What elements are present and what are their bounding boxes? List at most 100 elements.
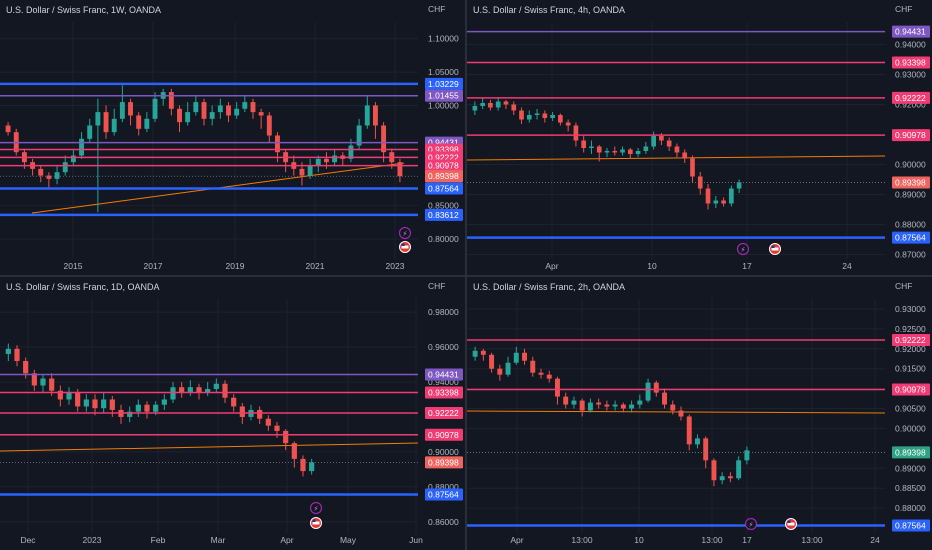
y-tick-label: 0.98000 <box>428 307 459 317</box>
candle-body <box>546 374 552 379</box>
chart-title-4h: U.S. Dollar / Swiss Franc, 4h, OANDA <box>473 5 626 15</box>
y-tick-label: 1.05000 <box>428 67 459 77</box>
candle-body <box>299 168 305 176</box>
flag-canton <box>312 519 316 522</box>
level-label-box <box>425 208 463 221</box>
candle-body <box>95 112 101 126</box>
candle-body <box>75 392 81 407</box>
x-tick-label: 10 <box>634 535 644 545</box>
daily-chart-svg[interactable]: CHF0.980000.960000.940000.900000.880000.… <box>0 277 465 550</box>
candle-body <box>144 404 150 412</box>
candle-body <box>719 476 725 481</box>
4h-chart-svg[interactable]: CHF 0.94000 0.93000 0.92000 0.90000 0.89000 0.… <box>467 0 932 275</box>
candle-body <box>170 387 176 400</box>
candle-body <box>250 102 256 113</box>
y-tick-label: 0.94000 <box>895 40 926 50</box>
chart-pane-weekly[interactable]: CHF 1.10000 1.05000 1.00000 0.85000 0.80000 1.… <box>0 0 465 275</box>
y-tick-label: 0.91500 <box>895 364 926 374</box>
candle-body <box>612 151 618 153</box>
candle-body <box>620 404 626 409</box>
candle-body <box>530 360 536 373</box>
2h-chart-svg[interactable]: CHF0.930000.925000.920000.915000.910000.… <box>467 277 932 550</box>
x-tick-label: 2019 <box>226 261 245 271</box>
level-label: 0.94431 <box>428 138 459 148</box>
level-label-box <box>425 159 463 172</box>
candle-body <box>604 404 610 407</box>
candle-body <box>275 135 280 153</box>
candle-body <box>571 400 577 405</box>
candle-body <box>627 149 633 154</box>
x-tick-label: 17 <box>742 261 752 271</box>
candle-body <box>332 155 338 163</box>
candle-body <box>721 200 726 204</box>
level-label-box <box>425 182 463 195</box>
level-label: 0.92222 <box>895 335 926 345</box>
candle-body <box>356 125 362 146</box>
candle-body <box>695 438 700 445</box>
x-tick-label: 2017 <box>144 261 163 271</box>
lightning-glyph: ⚡ <box>749 521 754 529</box>
trend-line <box>0 442 419 452</box>
weekly-chart-svg[interactable]: CHF 1.10000 1.05000 1.00000 0.85000 0.80000 1.… <box>0 0 465 275</box>
chart-pane-2h[interactable]: CHF0.930000.925000.920000.915000.910000.… <box>467 277 932 550</box>
y-tick-label: 1.00000 <box>428 100 459 110</box>
last-price-label: 0.89398 <box>895 447 926 457</box>
candle-body <box>635 151 641 154</box>
candle-body <box>488 103 493 108</box>
candle-body <box>480 350 486 355</box>
chart-pane-daily[interactable]: CHF 0.98000 0.96000 0.94000 0.90000 0.88000 0.… <box>0 277 465 550</box>
level-label-box <box>892 56 930 69</box>
candle-body <box>266 115 272 136</box>
candle-body <box>187 387 193 393</box>
candle-body <box>538 372 544 375</box>
last-price-label: 0.89398 <box>428 171 459 181</box>
candle-body <box>519 110 524 120</box>
level-label: 0.87564 <box>895 520 926 530</box>
chart-pane-4h[interactable]: CHF 0.94000 0.93000 0.92000 0.90000 0.89000 0.… <box>467 0 932 275</box>
candle-body <box>666 140 672 147</box>
candle-body <box>222 383 228 398</box>
level-label: 0.90978 <box>428 161 459 171</box>
candle-body <box>62 162 68 173</box>
candle-body <box>555 378 560 397</box>
candle-body <box>258 112 264 116</box>
level-label: 0.92222 <box>428 152 459 162</box>
candle-body <box>127 411 133 417</box>
candle-body <box>727 476 733 479</box>
x-tick-label: May <box>340 535 357 545</box>
last-price-label-box <box>425 456 463 469</box>
candle-body <box>534 113 540 115</box>
x-tick-label: 24 <box>870 535 880 545</box>
candle-body <box>563 396 569 405</box>
candle-body <box>480 103 485 106</box>
candle-body <box>83 399 89 407</box>
lightning-glyph: ⚡ <box>314 505 319 513</box>
flag-stripe <box>771 247 779 251</box>
pane-divider-horizontal[interactable] <box>0 275 932 277</box>
y-tick-label: 0.92500 <box>895 324 926 334</box>
candle-body <box>291 443 297 459</box>
candle-body <box>23 361 29 374</box>
chart-background <box>0 0 465 275</box>
y-tick-label: 0.96000 <box>428 342 459 352</box>
last-price-label-box <box>892 446 930 459</box>
candle-body <box>736 182 742 189</box>
level-label-box <box>892 91 930 104</box>
level-label-box <box>425 77 463 90</box>
candle-body <box>703 438 709 461</box>
candle-body <box>265 418 271 426</box>
candle-body <box>397 162 403 177</box>
candle-body <box>307 165 313 176</box>
lightning-glyph: ⚡ <box>403 230 408 238</box>
y-tick-label: 1.10000 <box>428 34 459 44</box>
candle-body <box>309 462 315 472</box>
x-tick-label: Apr <box>545 261 558 271</box>
candle-body <box>242 102 248 109</box>
level-label: 0.90978 <box>428 430 459 440</box>
last-price-label-box <box>425 170 463 183</box>
candle-body <box>66 392 72 400</box>
y-tick-label: 0.93000 <box>895 304 926 314</box>
y-tick-label: 0.89000 <box>895 190 926 200</box>
candle-body <box>103 112 109 133</box>
candle-body <box>234 108 240 116</box>
